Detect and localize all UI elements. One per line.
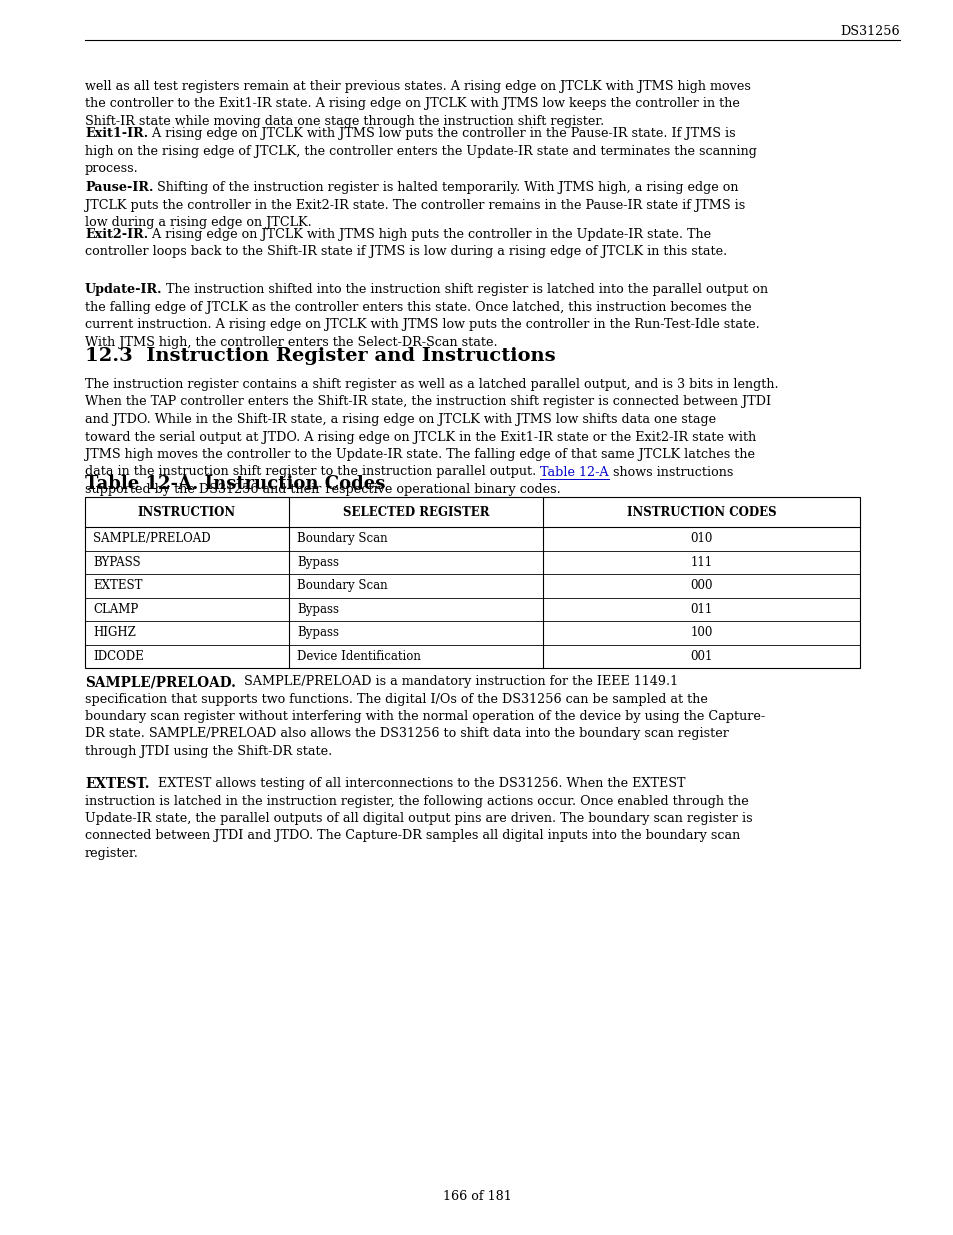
Text: 011: 011: [690, 603, 712, 616]
Text: Pause-IR.: Pause-IR.: [85, 182, 153, 194]
Text: Table 12-A: Table 12-A: [539, 466, 608, 478]
Text: Device Identification: Device Identification: [296, 650, 420, 663]
Text: The instruction shifted into the instruction shift register is latched into the : The instruction shifted into the instruc…: [162, 283, 768, 296]
Text: 166 of 181: 166 of 181: [442, 1191, 511, 1203]
Text: A rising edge on JTCLK with JTMS low puts the controller in the Pause-IR state. : A rising edge on JTCLK with JTMS low put…: [148, 127, 735, 140]
Text: Table 12-A. Instruction Codes: Table 12-A. Instruction Codes: [85, 475, 385, 493]
Text: instruction is latched in the instruction register, the following actions occur.: instruction is latched in the instructio…: [85, 794, 748, 808]
Text: EXTEST.: EXTEST.: [85, 777, 150, 790]
Text: controller loops back to the Shift-IR state if JTMS is low during a rising edge : controller loops back to the Shift-IR st…: [85, 246, 726, 258]
Text: low during a rising edge on JTCLK.: low during a rising edge on JTCLK.: [85, 216, 312, 228]
Text: DR state. SAMPLE/PRELOAD also allows the DS31256 to shift data into the boundary: DR state. SAMPLE/PRELOAD also allows the…: [85, 727, 728, 741]
Text: INSTRUCTION: INSTRUCTION: [138, 505, 235, 519]
Text: Bypass: Bypass: [296, 626, 338, 640]
Text: Exit1-IR.: Exit1-IR.: [85, 127, 148, 140]
Text: EXTEST allows testing of all interconnections to the DS31256. When the EXTEST: EXTEST allows testing of all interconnec…: [150, 777, 684, 790]
Text: boundary scan register without interfering with the normal operation of the devi: boundary scan register without interferi…: [85, 710, 764, 722]
Text: register.: register.: [85, 847, 139, 860]
Text: 001: 001: [690, 650, 712, 663]
Text: A rising edge on JTCLK with JTMS high puts the controller in the Update-IR state: A rising edge on JTCLK with JTMS high pu…: [148, 228, 711, 241]
Text: 111: 111: [690, 556, 712, 569]
Text: BYPASS: BYPASS: [92, 556, 140, 569]
Text: data in the instruction shift register to the instruction parallel output.: data in the instruction shift register t…: [85, 466, 539, 478]
Text: 100: 100: [690, 626, 712, 640]
Text: specification that supports two functions. The digital I/Os of the DS31256 can b: specification that supports two function…: [85, 693, 707, 705]
Text: process.: process.: [85, 162, 138, 175]
Text: When the TAP controller enters the Shift-IR state, the instruction shift registe: When the TAP controller enters the Shift…: [85, 395, 770, 409]
Text: JTCLK puts the controller in the Exit2-IR state. The controller remains in the P: JTCLK puts the controller in the Exit2-I…: [85, 199, 744, 211]
Text: With JTMS high, the controller enters the Select-DR-Scan state.: With JTMS high, the controller enters th…: [85, 336, 497, 348]
Text: 12.3  Instruction Register and Instructions: 12.3 Instruction Register and Instructio…: [85, 347, 555, 366]
Text: Exit2-IR.: Exit2-IR.: [85, 228, 148, 241]
Text: current instruction. A rising edge on JTCLK with JTMS low puts the controller in: current instruction. A rising edge on JT…: [85, 317, 759, 331]
Text: well as all test registers remain at their previous states. A rising edge on JTC: well as all test registers remain at the…: [85, 80, 750, 93]
Text: toward the serial output at JTDO. A rising edge on JTCLK in the Exit1-IR state o: toward the serial output at JTDO. A risi…: [85, 431, 756, 443]
Text: Update-IR state, the parallel outputs of all digital output pins are driven. The: Update-IR state, the parallel outputs of…: [85, 811, 752, 825]
Text: CLAMP: CLAMP: [92, 603, 138, 616]
Text: the controller to the Exit1-IR state. A rising edge on JTCLK with JTMS low keeps: the controller to the Exit1-IR state. A …: [85, 98, 740, 110]
Text: EXTEST: EXTEST: [92, 579, 142, 593]
Text: Bypass: Bypass: [296, 603, 338, 616]
Text: SAMPLE/PRELOAD is a mandatory instruction for the IEEE 1149.1: SAMPLE/PRELOAD is a mandatory instructio…: [235, 676, 678, 688]
Text: shows instructions: shows instructions: [608, 466, 733, 478]
Text: Boundary Scan: Boundary Scan: [296, 532, 387, 545]
Text: SAMPLE/PRELOAD.: SAMPLE/PRELOAD.: [85, 676, 235, 689]
Text: HIGHZ: HIGHZ: [92, 626, 135, 640]
Text: the falling edge of JTCLK as the controller enters this state. Once latched, thi: the falling edge of JTCLK as the control…: [85, 300, 751, 314]
Text: supported by the DS31256 and their respective operational binary codes.: supported by the DS31256 and their respe…: [85, 483, 560, 496]
Text: JTMS high moves the controller to the Update-IR state. The falling edge of that : JTMS high moves the controller to the Up…: [85, 448, 754, 461]
Text: Shifting of the instruction register is halted temporarily. With JTMS high, a ri: Shifting of the instruction register is …: [153, 182, 739, 194]
Text: SELECTED REGISTER: SELECTED REGISTER: [342, 505, 489, 519]
Text: and JTDO. While in the Shift-IR state, a rising edge on JTCLK with JTMS low shif: and JTDO. While in the Shift-IR state, a…: [85, 412, 716, 426]
Text: Update-IR.: Update-IR.: [85, 283, 162, 296]
Text: through JTDI using the Shift-DR state.: through JTDI using the Shift-DR state.: [85, 745, 332, 758]
Text: The instruction register contains a shift register as well as a latched parallel: The instruction register contains a shif…: [85, 378, 778, 391]
Text: high on the rising edge of JTCLK, the controller enters the Update-IR state and : high on the rising edge of JTCLK, the co…: [85, 144, 756, 158]
Text: Boundary Scan: Boundary Scan: [296, 579, 387, 593]
Text: DS31256: DS31256: [840, 25, 899, 38]
Text: 010: 010: [690, 532, 712, 545]
Text: 000: 000: [690, 579, 712, 593]
Text: INSTRUCTION CODES: INSTRUCTION CODES: [626, 505, 776, 519]
Text: connected between JTDI and JTDO. The Capture-DR samples all digital inputs into : connected between JTDI and JTDO. The Cap…: [85, 830, 740, 842]
Text: Bypass: Bypass: [296, 556, 338, 569]
Text: IDCODE: IDCODE: [92, 650, 144, 663]
Bar: [85, 496, 859, 668]
Text: SAMPLE/PRELOAD: SAMPLE/PRELOAD: [92, 532, 211, 545]
Text: Shift-IR state while moving data one stage through the instruction shift registe: Shift-IR state while moving data one sta…: [85, 115, 603, 128]
